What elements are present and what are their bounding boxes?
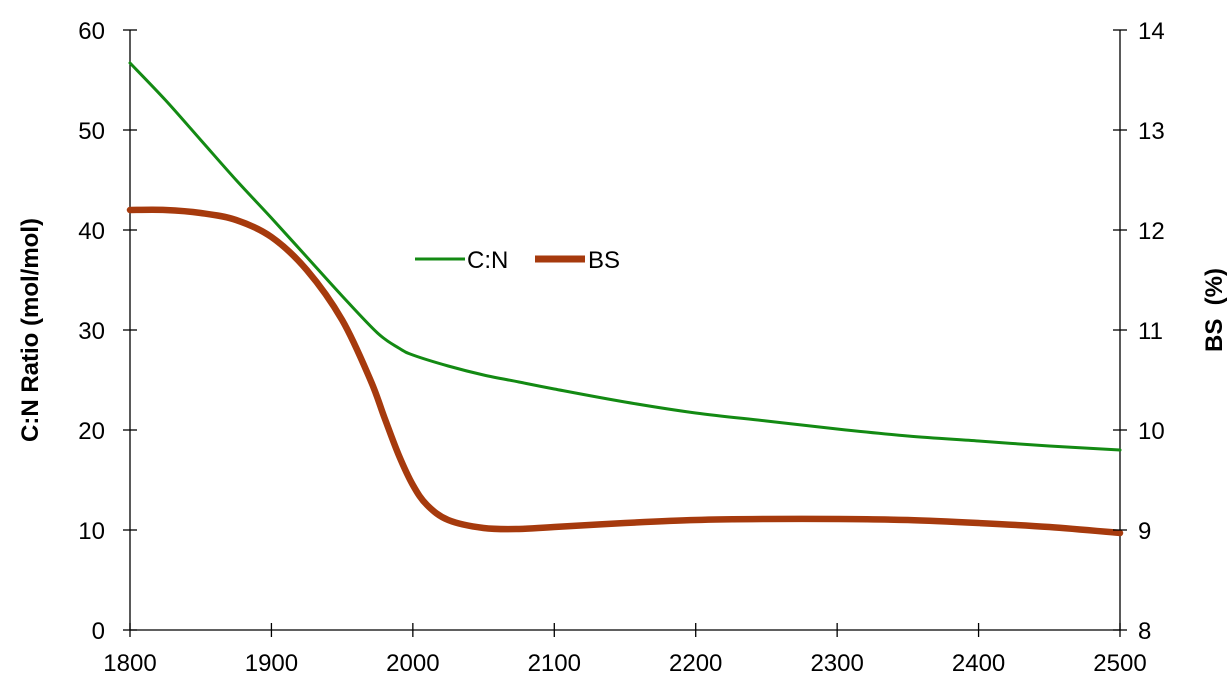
series-layer <box>126 61 1124 537</box>
y-left-tick-label: 10 <box>78 518 105 545</box>
axes <box>129 30 1121 631</box>
ticks-layer: 1800 1900 2000 2100 2200 2300 2400 2500 0 10 20 30 4… <box>78 18 1164 677</box>
series-line-c-n <box>128 61 1122 452</box>
y-axis-right-title: BS (%) <box>1201 268 1228 352</box>
x-tick-label: 2200 <box>669 650 722 677</box>
legend: C:N BS <box>415 247 620 274</box>
y-left-tick-label: 30 <box>78 318 105 345</box>
y-left-tick-label: 20 <box>78 418 105 445</box>
x-tick-label: 2100 <box>528 650 581 677</box>
series-line-bs <box>126 206 1124 537</box>
x-tick-label: 2300 <box>810 650 863 677</box>
legend-label-cn: C:N <box>467 247 508 274</box>
y-right-tick-label: 13 <box>1138 118 1165 145</box>
y-axis-left-title: C:N Ratio (mol/mol) <box>17 218 44 442</box>
y-right-tick-label: 11 <box>1138 318 1163 345</box>
x-tick-label: 2500 <box>1093 650 1146 677</box>
y-left-tick-label: 50 <box>78 118 105 145</box>
legend-label-bs: BS <box>588 247 620 274</box>
x-tick-label: 1800 <box>103 650 156 677</box>
y-right-tick-label: 10 <box>1138 418 1165 445</box>
y-left-tick-label: 60 <box>78 18 105 45</box>
y-right-tick-label: 14 <box>1138 18 1165 45</box>
x-tick-label: 2000 <box>386 650 439 677</box>
y-right-tick-label: 12 <box>1138 218 1165 245</box>
y-left-tick-label: 0 <box>92 618 105 645</box>
x-tick-label: 2400 <box>952 650 1005 677</box>
y-right-tick-label: 8 <box>1138 618 1151 645</box>
x-tick-label: 1900 <box>245 650 298 677</box>
y-left-tick-label: 40 <box>78 218 105 245</box>
y-right-tick-label: 9 <box>1138 518 1151 545</box>
